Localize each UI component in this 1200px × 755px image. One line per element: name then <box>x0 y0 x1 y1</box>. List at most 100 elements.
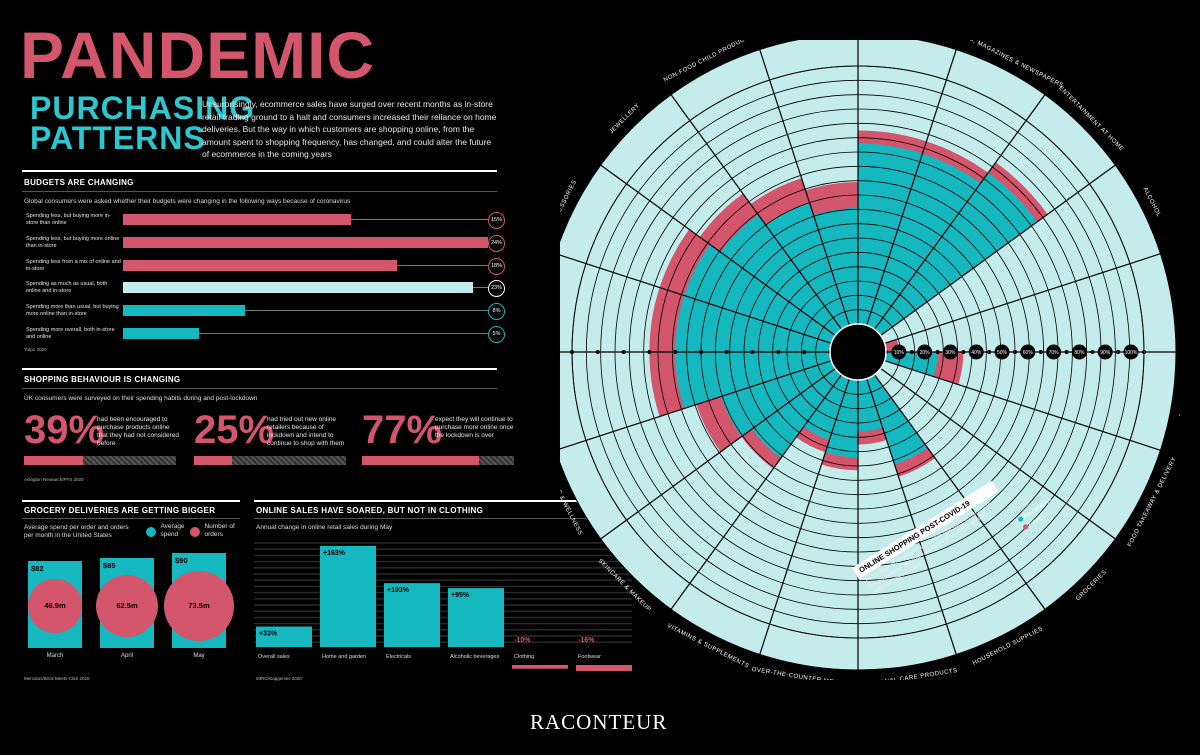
behaviour-fill <box>362 456 480 465</box>
behaviour-track <box>24 456 176 465</box>
axis-dot <box>802 350 807 354</box>
online-top-rule <box>254 500 632 502</box>
behaviour-source: Arlington Research/PFS 2020 <box>24 477 84 482</box>
axis-dot <box>1090 350 1095 354</box>
axis-dot <box>647 350 652 354</box>
budget-label: Spending as much as usual, both online a… <box>26 281 108 295</box>
radial-tick-marker <box>1020 344 1036 360</box>
radial-tick-marker <box>994 344 1010 360</box>
orders-bubble <box>95 574 159 638</box>
grocery-subtitle: Average spend per order and orders per m… <box>24 524 129 539</box>
orders-legend-swatch <box>190 526 200 537</box>
grocery-divider <box>22 518 240 519</box>
budget-label: Spending more overall, both in-store and… <box>26 327 115 340</box>
month-label: April <box>120 653 133 659</box>
axis-dot <box>570 350 574 354</box>
spend-value: $90 <box>175 555 188 565</box>
orders-value: 62.5m <box>116 601 138 610</box>
budgets-subtitle: Global consumers were asked whether thei… <box>24 198 351 205</box>
online-source: IMRG/Capgemini 2020 <box>256 676 302 681</box>
orders-bubble <box>28 579 82 633</box>
pre-covid-wedge <box>675 352 832 409</box>
online-bar <box>448 588 504 647</box>
pre-covid-wedge <box>825 378 858 458</box>
radial-spoke <box>759 378 850 655</box>
budget-value: 24% <box>488 234 505 252</box>
online-title: ONLINE SALES HAVE SOARED, BUT NOT IN CLO… <box>256 506 484 515</box>
radial-category-label: TOBACCO <box>1178 284 1180 318</box>
behaviour-percent: 77% <box>362 408 443 452</box>
budgets-divider <box>22 191 497 192</box>
budget-leader-line <box>244 310 488 312</box>
budget-bar <box>123 214 351 225</box>
axis-dot <box>987 350 992 354</box>
radial-tick-marker <box>1123 344 1139 360</box>
grocery-title: GROCERY DELIVERIES ARE GETTING BIGGER <box>24 506 216 515</box>
radial-chart: 10%20%30%40%50%60%70%80%90%100%CONSUMER … <box>560 40 1180 680</box>
online-bar-label: Electricals <box>386 654 411 660</box>
online-bar <box>384 583 440 647</box>
budget-value: 18% <box>488 257 505 275</box>
radial-spoke <box>560 360 832 450</box>
behaviour-text: had been encouraged to purchase products… <box>97 416 180 447</box>
online-bar-label: Clothing <box>514 654 534 660</box>
online-bar <box>256 626 312 647</box>
pre-covid-wedge <box>720 360 836 437</box>
grocery-top-rule <box>22 500 240 502</box>
axis-dot <box>1038 350 1043 354</box>
axis-dot <box>724 350 729 354</box>
behaviour-fill <box>194 456 232 465</box>
radial-tick-label: 30% <box>945 350 956 356</box>
radial-spoke <box>873 374 1046 610</box>
pre-covid-wedge <box>803 374 850 440</box>
radial-tick-marker <box>1046 344 1062 360</box>
radial-spoke <box>759 49 850 326</box>
online-bar-value: +33% <box>259 631 278 638</box>
radial-spoke <box>866 49 957 326</box>
radial-tick-label: 20% <box>920 350 931 356</box>
radial-tick-label: 100% <box>1125 350 1138 356</box>
axis-dot <box>1116 350 1121 354</box>
budget-leader-line <box>199 333 488 334</box>
pre-covid-wedge <box>866 374 928 465</box>
orders-value: 46.9m <box>44 601 66 610</box>
budget-leader-line <box>472 287 488 289</box>
title-patterns: PATTERNS <box>30 120 206 156</box>
online-bar-value: +95% <box>451 592 470 599</box>
radial-tick-marker <box>942 344 958 360</box>
online-bar-label: Alcoholic beverages <box>450 654 499 660</box>
axis-dot <box>621 350 626 354</box>
month-label: May <box>193 653 205 659</box>
budget-bar <box>123 305 245 317</box>
spend-value: $85 <box>103 560 116 570</box>
radial-tick-label: 90% <box>1100 350 1111 356</box>
budgets-top-rule <box>22 170 497 172</box>
behaviour-top-rule <box>22 368 497 370</box>
online-chart: +33% Overall sales +163% Home and garden +10… <box>254 542 632 671</box>
radial-tick-marker <box>1097 344 1113 360</box>
online-subtitle: Annual change in online retail sales dur… <box>256 524 393 531</box>
axis-dot <box>673 350 678 354</box>
budget-label: Spending less, but buying more online th… <box>26 235 120 249</box>
online-bar-value: +163% <box>323 550 346 557</box>
axis-dot <box>750 350 755 354</box>
online-bar <box>320 545 376 647</box>
spend-legend-swatch <box>146 526 156 537</box>
budget-bar <box>123 282 473 294</box>
radial-tick-label: 70% <box>1049 350 1060 356</box>
budget-value: 15% <box>488 212 505 229</box>
behaviour-fill <box>24 456 84 465</box>
radial-tick-label: 40% <box>971 350 982 356</box>
axis-dot <box>961 350 966 354</box>
radial-spoke <box>560 254 832 344</box>
behaviour-track <box>194 456 346 465</box>
axis-dot <box>1142 350 1146 354</box>
online-bar <box>512 665 568 669</box>
axis-dot <box>909 350 914 354</box>
raconteur-logo: RACONTEUR <box>530 710 668 734</box>
budget-label: Spending more than usual, but buying mor… <box>26 304 119 318</box>
radial-spoke <box>866 378 957 655</box>
budgets-source: Yotpo 2020 <box>24 347 47 352</box>
radial-spoke <box>884 253 1161 344</box>
radial-category-label: SNACKS <box>1179 390 1180 418</box>
